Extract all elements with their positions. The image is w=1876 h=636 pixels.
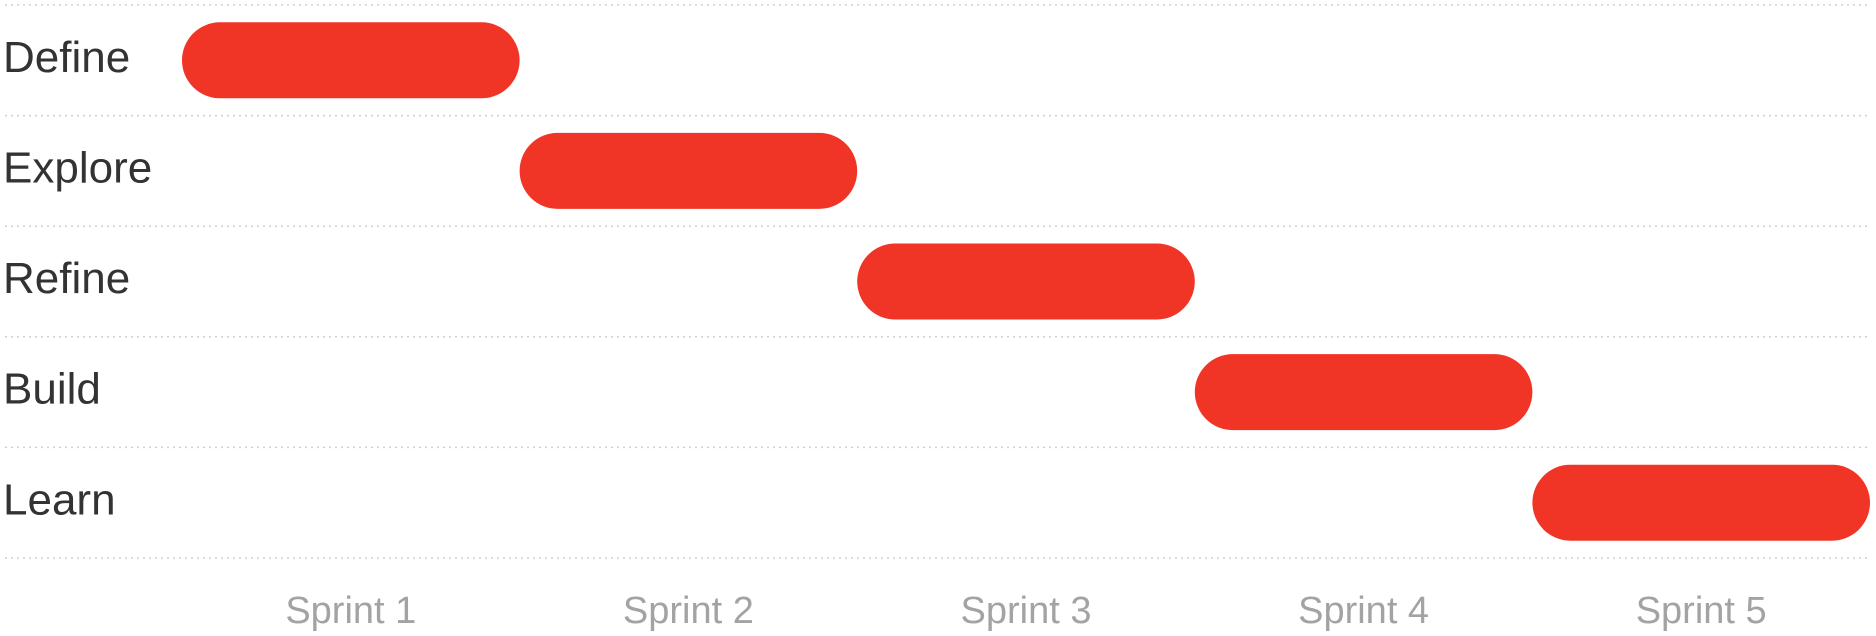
task-bar-refine bbox=[857, 243, 1195, 320]
task-bar-explore bbox=[519, 132, 858, 209]
row-labels: Define Explore Refine Build Learn bbox=[3, 33, 152, 524]
tick-label-sprint-2: Sprint 2 bbox=[623, 590, 754, 632]
task-bar-define bbox=[182, 22, 520, 99]
row-label-learn: Learn bbox=[3, 475, 116, 524]
row-label-build: Build bbox=[3, 365, 101, 414]
row-label-refine: Refine bbox=[3, 254, 130, 303]
row-label-explore: Explore bbox=[3, 144, 152, 193]
task-bars bbox=[182, 22, 1870, 541]
task-bar-build bbox=[1194, 354, 1533, 431]
row-label-define: Define bbox=[3, 33, 130, 82]
tick-label-sprint-5: Sprint 5 bbox=[1636, 590, 1767, 632]
task-bar-learn bbox=[1532, 464, 1870, 541]
grid-lines bbox=[5, 4, 1870, 559]
tick-label-sprint-1: Sprint 1 bbox=[285, 590, 416, 632]
tick-label-sprint-3: Sprint 3 bbox=[961, 590, 1092, 632]
tick-label-sprint-4: Sprint 4 bbox=[1298, 590, 1429, 632]
sprint-axis: Sprint 1 Sprint 2 Sprint 3 Sprint 4 Sprint 5 bbox=[285, 590, 1766, 632]
